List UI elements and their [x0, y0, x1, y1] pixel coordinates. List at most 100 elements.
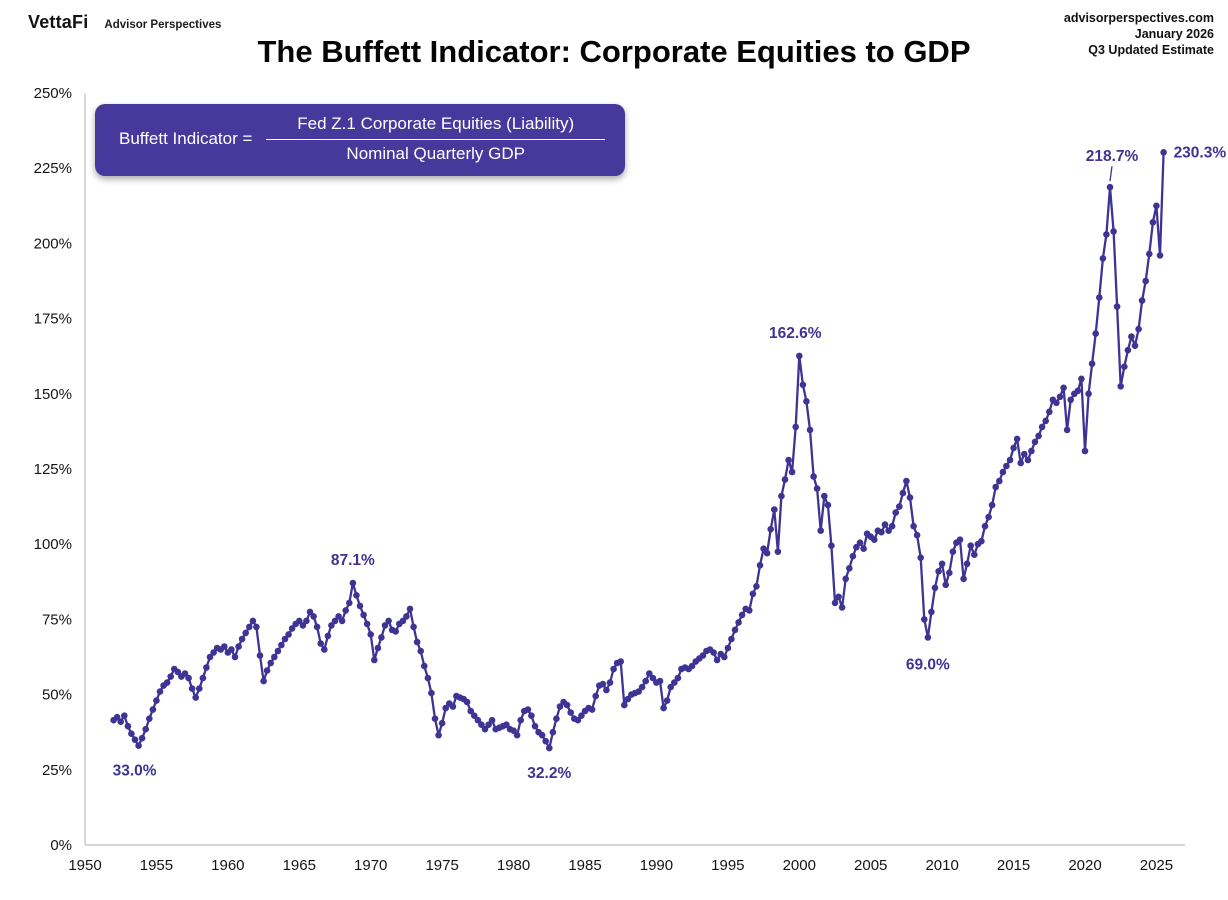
data-point-marker: [121, 712, 128, 719]
y-tick-label: 0%: [50, 837, 72, 854]
data-point-marker: [235, 643, 242, 650]
data-point-marker: [310, 613, 317, 620]
data-point-marker: [1142, 277, 1149, 285]
annotation-label: 32.2%: [527, 765, 571, 782]
data-point-marker: [1028, 447, 1035, 455]
data-point-marker: [1160, 149, 1167, 156]
data-point-marker: [831, 599, 839, 607]
data-point-marker: [317, 640, 325, 647]
data-point-marker: [774, 548, 782, 555]
data-point-marker: [938, 560, 946, 568]
data-point-marker: [528, 712, 535, 719]
data-point-marker: [403, 613, 410, 620]
data-point-marker: [167, 673, 174, 680]
data-point-marker: [1085, 390, 1092, 398]
data-point-marker: [871, 536, 878, 543]
data-point-marker: [1110, 228, 1117, 235]
data-point-marker: [1038, 423, 1046, 431]
data-point-marker: [621, 701, 628, 709]
data-point-marker: [392, 628, 400, 635]
y-tick-label: 25%: [42, 762, 72, 779]
chart-line: [112, 151, 1165, 750]
data-point-marker: [667, 683, 674, 691]
data-point-marker: [163, 679, 171, 686]
data-point-marker: [438, 719, 446, 727]
data-point-marker: [838, 604, 846, 611]
data-point-marker: [663, 697, 671, 704]
data-point-marker: [374, 644, 382, 652]
data-point-marker: [367, 631, 375, 638]
data-point-marker: [892, 509, 899, 516]
formula-denominator: Nominal Quarterly GDP: [346, 143, 525, 163]
data-point-marker: [206, 653, 214, 661]
data-point-marker: [735, 619, 742, 626]
data-point-marker: [1096, 294, 1103, 301]
source-estimate-note: Q3 Updated Estimate: [1088, 43, 1214, 57]
data-point-marker: [406, 605, 414, 613]
data-point-marker: [760, 545, 767, 552]
data-point-marker: [274, 647, 282, 655]
y-tick-label: 250%: [34, 85, 72, 102]
data-point-marker: [321, 646, 328, 653]
data-point-marker: [960, 575, 967, 583]
data-point-marker: [346, 599, 353, 607]
data-point-marker: [799, 381, 807, 389]
data-point-marker: [435, 731, 442, 739]
data-point-marker: [967, 542, 974, 549]
data-point-marker: [363, 620, 371, 628]
data-point-marker: [1042, 417, 1049, 425]
x-tick-label: 1985: [568, 857, 601, 874]
data-point-marker: [463, 698, 471, 706]
header-left: VettaFi Advisor Perspectives: [28, 12, 221, 33]
data-point-marker: [738, 611, 746, 619]
data-point-marker: [642, 677, 649, 685]
data-point-marker: [306, 608, 314, 616]
data-point-marker: [131, 736, 139, 743]
data-point-marker: [1081, 447, 1089, 455]
annotation-label: 230.3%: [1174, 144, 1227, 161]
data-point-marker: [1024, 456, 1032, 464]
source-block: advisorperspectives.com January 2026 Q3 …: [1064, 10, 1214, 58]
data-point-marker: [238, 635, 246, 643]
data-point-marker: [942, 581, 949, 589]
data-point-marker: [113, 713, 121, 721]
data-point-marker: [1074, 387, 1082, 395]
data-point-marker: [981, 522, 989, 530]
data-point-marker: [835, 593, 842, 601]
data-point-marker: [371, 656, 378, 664]
data-point-marker: [199, 674, 207, 682]
data-point-marker: [599, 680, 607, 688]
data-point-marker: [421, 662, 428, 670]
data-point-marker: [471, 712, 478, 719]
data-point-marker: [724, 644, 732, 652]
data-point-marker: [649, 674, 657, 682]
data-point-marker: [935, 568, 942, 575]
data-point-marker: [353, 592, 360, 599]
annotation-label: 87.1%: [331, 552, 375, 569]
data-point-marker: [303, 617, 310, 625]
data-point-marker: [1035, 432, 1042, 440]
data-point-marker: [153, 697, 160, 704]
data-point-marker: [1013, 435, 1021, 443]
data-point-marker: [253, 623, 260, 631]
data-point-marker: [971, 551, 978, 558]
data-point-marker: [767, 525, 774, 533]
annotation-label: 33.0%: [113, 763, 157, 780]
data-point-marker: [813, 485, 821, 492]
data-point-marker: [753, 583, 760, 590]
data-point-marker: [713, 656, 721, 664]
data-point-marker: [1003, 462, 1010, 470]
x-tick-label: 1990: [640, 857, 673, 874]
data-point-marker: [256, 652, 264, 659]
data-point-marker: [1056, 393, 1064, 401]
data-point-marker: [135, 742, 142, 749]
data-point-marker: [478, 721, 485, 728]
data-point-marker: [842, 575, 849, 583]
data-point-marker: [574, 716, 582, 724]
data-point-marker: [281, 635, 289, 643]
data-point-marker: [399, 617, 407, 625]
data-point-marker: [821, 492, 828, 500]
data-point-marker: [1131, 342, 1139, 350]
data-point-marker: [1078, 375, 1085, 383]
data-point-marker: [567, 709, 574, 716]
